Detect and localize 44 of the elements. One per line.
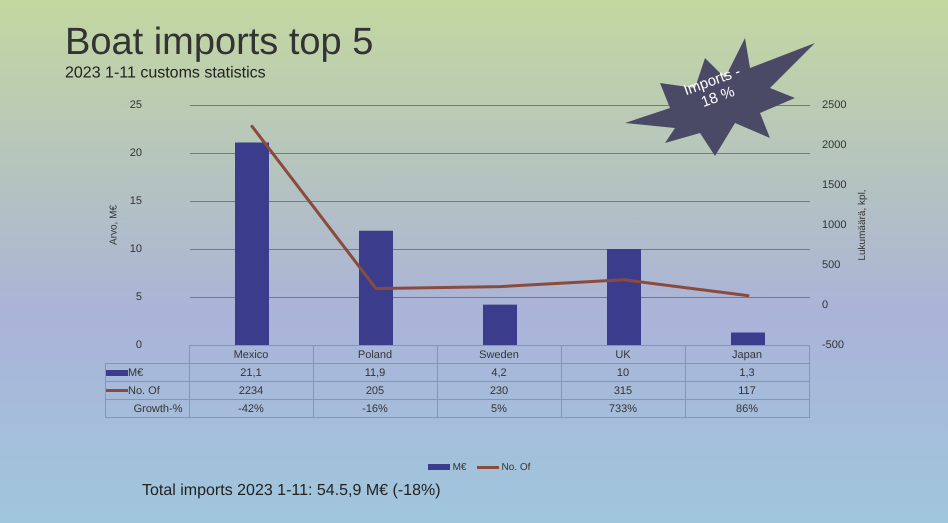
x-tick-label: UK — [561, 346, 685, 364]
data-label: 205 — [313, 382, 437, 400]
chart-title: Boat imports top 5 — [65, 21, 374, 63]
y2-tick-label: 1500 — [822, 179, 846, 191]
legend-label: No. Of — [128, 384, 160, 396]
y-tick-label: 15 — [130, 195, 142, 207]
y-tick-label: 10 — [130, 243, 142, 255]
y2-tick-label: -500 — [822, 339, 844, 351]
data-label: 4,2 — [437, 364, 561, 382]
x-tick-label: Poland — [313, 346, 437, 364]
y2-axis-title: Lukumäärä, kpl, — [856, 189, 868, 261]
y2-tick-label: 500 — [822, 259, 840, 271]
data-label: 230 — [437, 382, 561, 400]
data-label: 2234 — [189, 382, 313, 400]
text: 5% — [437, 400, 561, 418]
x-tick-label: Mexico — [189, 346, 313, 364]
text: 733% — [561, 400, 685, 418]
data-label: 117 — [685, 382, 809, 400]
text: No. Of — [502, 462, 530, 473]
text: -16% — [313, 400, 437, 418]
data-label: 1,3 — [685, 364, 809, 382]
y-tick-label: 25 — [130, 99, 142, 111]
text: Total imports 2023 1-11: 54.5,9 M€ (-18%) — [142, 482, 441, 500]
x-tick-label: Japan — [685, 346, 809, 364]
y-tick-label: 20 — [130, 147, 142, 159]
y-tick-label: 0 — [136, 339, 142, 351]
text: Growth-% — [106, 400, 189, 418]
y-axis-title: Arvo, M€ — [108, 204, 120, 246]
x-tick-label: Sweden — [437, 346, 561, 364]
data-label: 21,1 — [189, 364, 313, 382]
legend-label: M€ — [128, 366, 144, 378]
y2-tick-label: 2500 — [822, 99, 846, 111]
y2-tick-label: 0 — [822, 299, 828, 311]
chart-subtitle: 2023 1-11 customs statistics — [65, 64, 266, 82]
y-tick-label: 5 — [136, 291, 142, 303]
text: -42% — [189, 400, 313, 418]
annotation: Imports - 18 % — [680, 62, 744, 113]
text: M€ — [452, 462, 466, 473]
text: 86% — [685, 400, 809, 418]
data-label: 10 — [561, 364, 685, 382]
y2-tick-label: 2000 — [822, 139, 846, 151]
data-label: 315 — [561, 382, 685, 400]
y2-tick-label: 1000 — [822, 219, 846, 231]
data-label: 11,9 — [313, 364, 437, 382]
